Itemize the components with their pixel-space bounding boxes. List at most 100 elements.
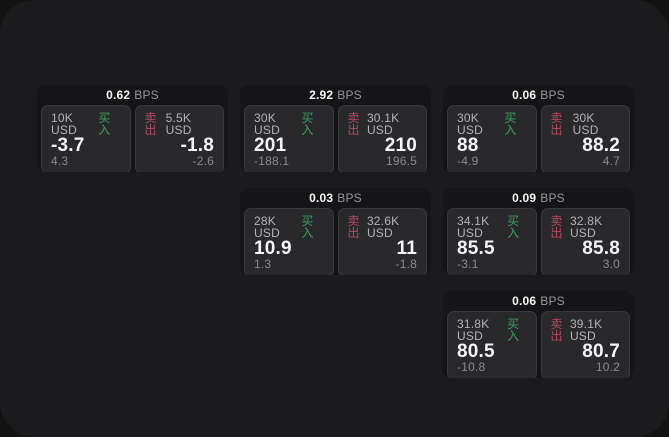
card-body: 34.1K USD 买入 85.5 -3.1 卖出 32.8K USD 85.8…	[443, 208, 634, 275]
buy-pane-top: 30K USD 买入	[457, 112, 527, 136]
spread-value: 0.06	[512, 88, 537, 102]
buy-delta: 1.3	[254, 257, 272, 271]
quote-card: 0.03 BPS 28K USD 买入 10.9 1.3 卖出 32.6K US…	[240, 188, 431, 275]
card-body: 31.8K USD 买入 80.5 -10.8 卖出 39.1K USD 80.…	[443, 311, 634, 378]
sell-price: 210	[384, 135, 417, 156]
quote-card: 0.62 BPS 10K USD 买入 -3.7 4.3 卖出 5.5K USD	[37, 85, 228, 172]
buy-size: 34.1K USD	[457, 214, 490, 240]
sell-price: 11	[396, 238, 417, 259]
sell-side-label: 卖出	[347, 111, 360, 137]
sell-pane[interactable]: 卖出 32.8K USD 85.8 3.0	[540, 208, 630, 275]
buy-price: 201	[254, 135, 287, 156]
buy-side-label: 买入	[504, 111, 517, 137]
spread-unit: BPS	[337, 88, 362, 102]
buy-pane[interactable]: 34.1K USD 买入 85.5 -3.1	[447, 208, 537, 275]
sell-size: 30.1K USD	[366, 111, 400, 137]
sell-delta: 10.2	[595, 360, 620, 374]
buy-pane[interactable]: 28K USD 买入 10.9 1.3	[244, 208, 334, 275]
buy-pane[interactable]: 10K USD 买入 -3.7 4.3	[41, 105, 131, 172]
card-header: 2.92 BPS	[240, 85, 431, 105]
sell-side-label: 卖出	[144, 111, 157, 137]
sell-size: 5.5K USD	[165, 111, 192, 137]
buy-price: -3.7	[51, 135, 85, 156]
buy-pane-top: 31.8K USD 买入	[457, 318, 527, 342]
buy-side-label: 买入	[507, 214, 520, 240]
card-body: 30K USD 买入 88 -4.9 卖出 30K USD 88.2 4.7	[443, 105, 634, 172]
card-header: 0.03 BPS	[240, 188, 431, 208]
sell-price: 85.8	[582, 238, 620, 259]
spread-value: 0.09	[512, 191, 537, 205]
sell-pane-top: 卖出 30.1K USD	[348, 112, 418, 136]
sell-pane[interactable]: 卖出 30.1K USD 210 196.5	[337, 105, 427, 172]
sell-size: 32.6K USD	[366, 214, 400, 240]
buy-size: 10K USD	[51, 111, 77, 137]
card-header: 0.09 BPS	[443, 188, 634, 208]
quote-card: 2.92 BPS 30K USD 买入 201 -188.1 卖出 30.1K …	[240, 85, 431, 172]
buy-delta: 4.3	[51, 154, 69, 168]
sell-delta: -2.6	[192, 154, 214, 168]
sell-delta: 196.5	[385, 154, 417, 168]
buy-pane-top: 34.1K USD 买入	[457, 215, 527, 239]
sell-size: 32.8K USD	[569, 214, 603, 240]
spread-unit: BPS	[134, 88, 159, 102]
sell-size: 30K USD	[572, 111, 599, 137]
buy-size: 30K USD	[457, 111, 483, 137]
buy-pane[interactable]: 31.8K USD 买入 80.5 -10.8	[447, 311, 537, 378]
sell-pane-top: 卖出 5.5K USD	[145, 112, 215, 136]
sell-pane[interactable]: 卖出 39.1K USD 80.7 10.2	[540, 311, 630, 378]
sell-price: 88.2	[582, 135, 620, 156]
sell-size: 39.1K USD	[569, 317, 603, 343]
buy-delta: -3.1	[457, 257, 479, 271]
buy-size: 31.8K USD	[457, 317, 490, 343]
sell-price: -1.8	[180, 135, 214, 156]
sell-price: 80.7	[582, 341, 620, 362]
sell-delta: 3.0	[602, 257, 620, 271]
sell-pane-top: 卖出 39.1K USD	[551, 318, 621, 342]
buy-pane[interactable]: 30K USD 买入 201 -188.1	[244, 105, 334, 172]
sell-delta: 4.7	[602, 154, 620, 168]
sell-side-label: 卖出	[550, 214, 563, 240]
sell-pane[interactable]: 卖出 32.6K USD 11 -1.8	[337, 208, 427, 275]
card-header: 0.06 BPS	[443, 85, 634, 105]
buy-price: 10.9	[254, 238, 292, 259]
quote-card: 0.09 BPS 34.1K USD 买入 85.5 -3.1 卖出 32.8K…	[443, 188, 634, 275]
sell-pane-top: 卖出 32.8K USD	[551, 215, 621, 239]
buy-price: 80.5	[457, 341, 495, 362]
quote-cards-grid: 0.62 BPS 10K USD 买入 -3.7 4.3 卖出 5.5K USD	[37, 85, 634, 378]
buy-size: 28K USD	[254, 214, 280, 240]
buy-side-label: 买入	[507, 317, 520, 343]
spread-value: 0.06	[512, 294, 537, 308]
sell-pane[interactable]: 卖出 30K USD 88.2 4.7	[540, 105, 630, 172]
buy-price: 88	[457, 135, 479, 156]
spread-value: 0.03	[309, 191, 334, 205]
spread-unit: BPS	[337, 191, 362, 205]
buy-side-label: 买入	[301, 111, 314, 137]
sell-delta: -1.8	[395, 257, 417, 271]
buy-size: 30K USD	[254, 111, 280, 137]
buy-delta: -10.8	[457, 360, 486, 374]
spread-unit: BPS	[540, 294, 565, 308]
sell-pane[interactable]: 卖出 5.5K USD -1.8 -2.6	[134, 105, 224, 172]
buy-side-label: 买入	[98, 111, 111, 137]
quote-card: 0.06 BPS 31.8K USD 买入 80.5 -10.8 卖出 39.1…	[443, 291, 634, 378]
card-header: 0.62 BPS	[37, 85, 228, 105]
card-body: 28K USD 买入 10.9 1.3 卖出 32.6K USD 11 -1.8	[240, 208, 431, 275]
buy-delta: -4.9	[457, 154, 479, 168]
sell-side-label: 卖出	[550, 317, 563, 343]
card-body: 10K USD 买入 -3.7 4.3 卖出 5.5K USD -1.8 -2.…	[37, 105, 228, 172]
buy-delta: -188.1	[254, 154, 290, 168]
sell-side-label: 卖出	[347, 214, 360, 240]
buy-pane[interactable]: 30K USD 买入 88 -4.9	[447, 105, 537, 172]
card-body: 30K USD 买入 201 -188.1 卖出 30.1K USD 210 1…	[240, 105, 431, 172]
buy-pane-top: 30K USD 买入	[254, 112, 324, 136]
spread-unit: BPS	[540, 88, 565, 102]
spread-value: 0.62	[106, 88, 131, 102]
buy-side-label: 买入	[301, 214, 314, 240]
buy-price: 85.5	[457, 238, 495, 259]
quote-card: 0.06 BPS 30K USD 买入 88 -4.9 卖出 30K USD	[443, 85, 634, 172]
buy-pane-top: 28K USD 买入	[254, 215, 324, 239]
card-header: 0.06 BPS	[443, 291, 634, 311]
buy-pane-top: 10K USD 买入	[51, 112, 121, 136]
sell-pane-top: 卖出 30K USD	[551, 112, 621, 136]
